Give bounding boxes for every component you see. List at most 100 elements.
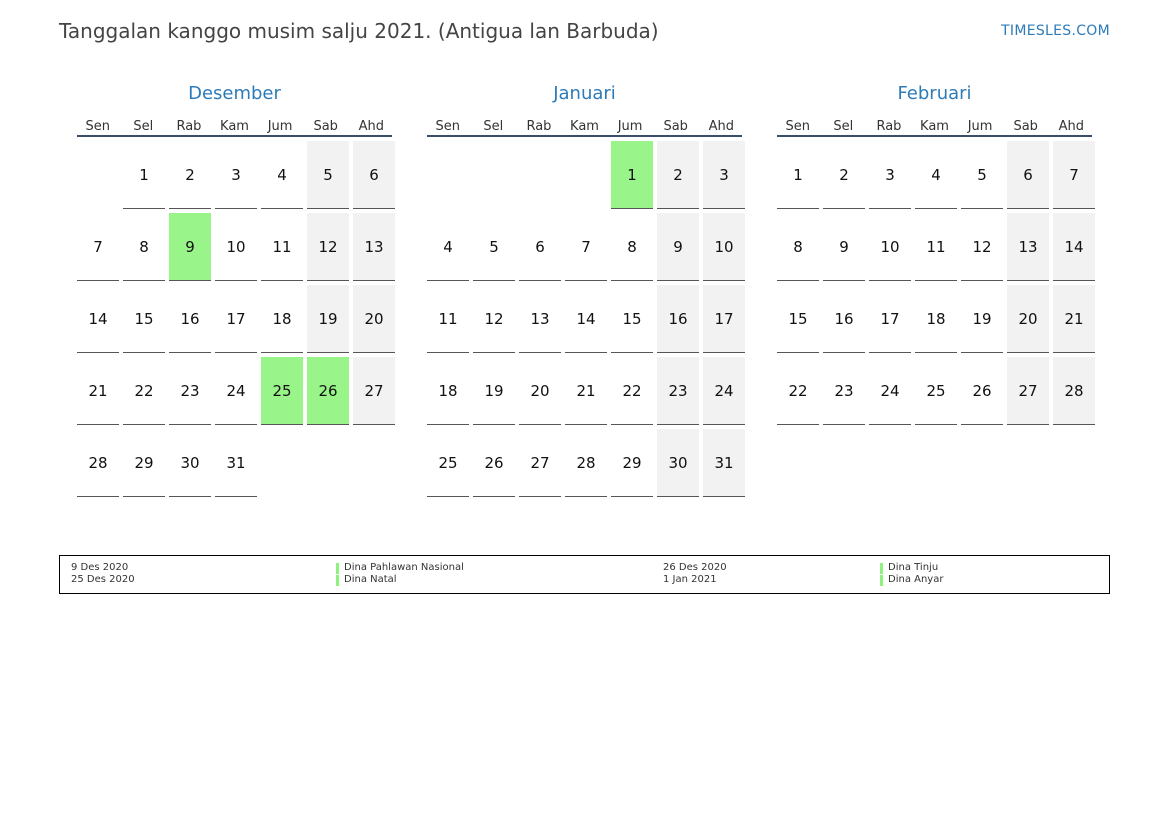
day-cell: 11 (915, 213, 957, 281)
day-cell: 31 (703, 429, 745, 497)
day-cell: 23 (823, 357, 865, 425)
day-cell: 26 (961, 357, 1003, 425)
day-cell: 24 (869, 357, 911, 425)
weekday-label: Jum (617, 119, 643, 134)
month-name: Januari (553, 83, 616, 104)
weekday-label: Kam (920, 119, 949, 134)
day-cell: 9 (657, 213, 699, 281)
day-cell: 13 (353, 213, 395, 281)
legend-date: 26 Des 2020 (663, 562, 727, 573)
day-grid: 1 2 3 4 5 6 7 8 9 10 11 12 13 14 15 16 17 18 19 20 21 22 23 24 2… (777, 141, 1095, 425)
day-cell: 11 (427, 285, 469, 353)
day-cell: 18 (261, 285, 303, 353)
day-cell: 10 (215, 213, 257, 281)
day-cell: 13 (1007, 213, 1049, 281)
day-cell: 25 (915, 357, 957, 425)
day-cell: 21 (1053, 285, 1095, 353)
day-cell: 9 (823, 213, 865, 281)
day-cell: 12 (961, 213, 1003, 281)
day-cell: 2 (823, 141, 865, 209)
day-cell: 2 (657, 141, 699, 209)
day-cell: 23 (169, 357, 211, 425)
page-title: Tanggalan kanggo musim salju 2021. (Anti… (59, 19, 659, 43)
day-cell: 10 (869, 213, 911, 281)
weekday-label: Ahd (358, 119, 384, 134)
day-cell: 24 (215, 357, 257, 425)
holiday-day-cell: 25 (261, 357, 303, 425)
holiday-color-marker (336, 575, 339, 586)
weekday-label: Sab (313, 119, 338, 134)
day-cell: 16 (823, 285, 865, 353)
day-cell: 4 (427, 213, 469, 281)
day-cell: 30 (169, 429, 211, 497)
day-cell: 1 (777, 141, 819, 209)
day-cell: 5 (473, 213, 515, 281)
day-cell: 26 (473, 429, 515, 497)
day-cell: 21 (77, 357, 119, 425)
weekday-header: Sen Sel Rab Kam Jum Sab Ahd (77, 108, 392, 137)
empty-cell (565, 141, 607, 208)
day-cell: 8 (123, 213, 165, 281)
day-cell: 6 (353, 141, 395, 209)
day-cell: 18 (427, 357, 469, 425)
legend-date: 25 Des 2020 (71, 574, 135, 585)
empty-cell (77, 141, 119, 208)
month-name: Desember (188, 83, 281, 104)
empty-cell (473, 141, 515, 208)
weekday-label: Sel (833, 119, 854, 134)
weekday-label: Ahd (1058, 119, 1084, 134)
day-cell: 21 (565, 357, 607, 425)
weekday-label: Rab (876, 119, 902, 134)
day-cell: 22 (777, 357, 819, 425)
holiday-day-cell: 9 (169, 213, 211, 281)
day-cell: 31 (215, 429, 257, 497)
day-grid: 1 2 3 4 5 6 7 8 9 10 11 12 13 14 15 16 17 18 19 20 21 22 23 24 2… (427, 141, 745, 497)
day-cell: 8 (777, 213, 819, 281)
day-cell: 3 (869, 141, 911, 209)
weekday-label: Kam (220, 119, 249, 134)
legend-holiday-name: Dina Natal (344, 574, 397, 585)
day-cell: 16 (657, 285, 699, 353)
day-cell: 2 (169, 141, 211, 209)
day-cell: 27 (1007, 357, 1049, 425)
day-cell: 14 (565, 285, 607, 353)
weekday-label: Sen (85, 119, 111, 134)
weekday-header: Sen Sel Rab Kam Jum Sab Ahd (427, 108, 742, 137)
month-name: Februari (897, 83, 972, 104)
day-cell: 4 (261, 141, 303, 209)
day-cell: 7 (77, 213, 119, 281)
site-link[interactable]: TIMESLES.COM (1001, 23, 1110, 39)
day-cell: 6 (519, 213, 561, 281)
holiday-color-marker (336, 563, 339, 574)
day-cell: 18 (915, 285, 957, 353)
day-cell: 5 (307, 141, 349, 209)
day-cell: 7 (565, 213, 607, 281)
day-cell: 6 (1007, 141, 1049, 209)
weekday-label: Sen (435, 119, 461, 134)
day-grid: 1 2 3 4 5 6 7 8 9 10 11 12 13 14 15 16 17 18 19 20 21 22 23 24 2… (77, 141, 395, 497)
day-cell: 24 (703, 357, 745, 425)
day-cell: 7 (1053, 141, 1095, 209)
day-cell: 11 (261, 213, 303, 281)
holiday-color-marker (880, 575, 883, 586)
day-cell: 25 (427, 429, 469, 497)
day-cell: 28 (77, 429, 119, 497)
day-cell: 30 (657, 429, 699, 497)
day-cell: 17 (703, 285, 745, 353)
day-cell: 20 (353, 285, 395, 353)
day-cell: 3 (703, 141, 745, 209)
weekday-label: Sab (1013, 119, 1038, 134)
holiday-day-cell: 1 (611, 141, 653, 209)
day-cell: 22 (611, 357, 653, 425)
day-cell: 16 (169, 285, 211, 353)
weekday-label: Rab (176, 119, 202, 134)
legend-date: 1 Jan 2021 (663, 574, 717, 585)
day-cell: 20 (519, 357, 561, 425)
day-cell: 12 (307, 213, 349, 281)
day-cell: 20 (1007, 285, 1049, 353)
day-cell: 4 (915, 141, 957, 209)
legend-holiday-name: Dina Pahlawan Nasional (344, 562, 464, 573)
day-cell: 14 (1053, 213, 1095, 281)
